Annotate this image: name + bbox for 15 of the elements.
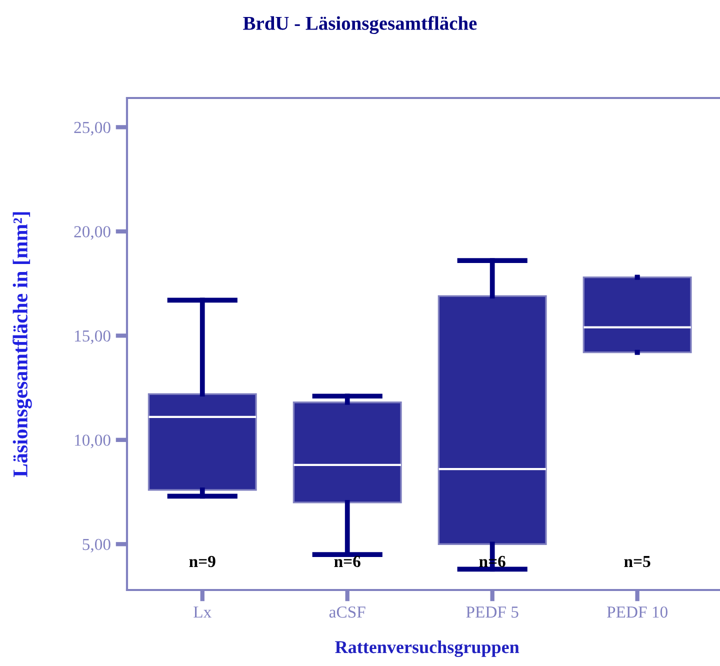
y-tick-label: 25,00 [74, 122, 110, 136]
x-tick-label: PEDF 10 [607, 606, 668, 618]
annotation: n=6 [334, 556, 360, 568]
annotation: n=9 [189, 556, 216, 568]
x-tick-label: PEDF 5 [466, 606, 518, 618]
y-axis-title: Läsionsgesamtfläche in [mm²] [12, 212, 32, 477]
y-tick-label: 10,00 [74, 434, 110, 448]
annotation: n=5 [624, 556, 650, 568]
x-tick-label: Lx [194, 606, 212, 618]
y-tick-label: 15,00 [74, 330, 110, 344]
x-axis-title: Rattenversuchsgruppen [335, 640, 520, 658]
y-tick-label: 5,00 [82, 538, 110, 552]
chart-title: BrdU - Läsionsgesamtfläche [243, 16, 477, 34]
x-tick-label: aCSF [329, 606, 366, 618]
y-tick-label: 20,00 [74, 226, 110, 240]
